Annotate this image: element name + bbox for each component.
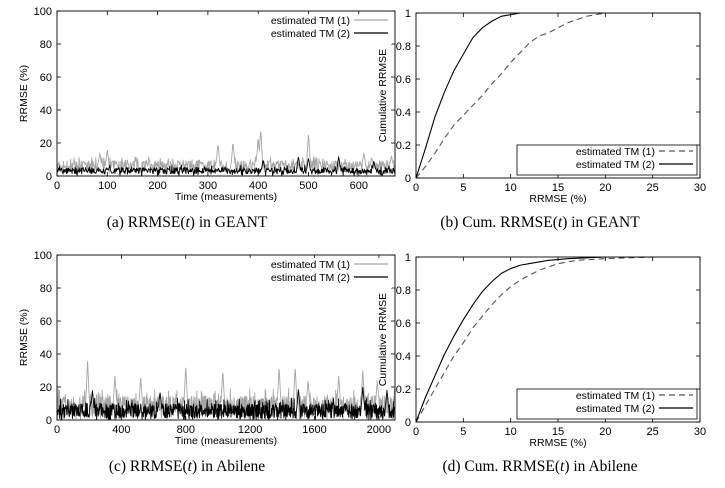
- legend-label-b-2: estimated TM (2): [576, 159, 655, 171]
- caption-a: (a) RRMSE(t) in GEANT: [106, 214, 268, 231]
- caption-c: (c) RRMSE(t) in Abilene: [108, 458, 266, 475]
- y-tick-label-d: 0.4: [396, 351, 411, 363]
- y-tick-label-c: 100: [34, 250, 52, 262]
- x-tick-label-a: 0: [54, 180, 60, 192]
- y-axis-label-d: Cumulative RRMSE: [377, 293, 389, 386]
- y-tick-label-c: 0: [46, 415, 52, 427]
- x-tick-label-d: 30: [694, 426, 706, 438]
- chart-a: 0 100 200 300 400 500 600 0 20 40 60 80 100 Time (mea…: [18, 6, 396, 203]
- y-axis-label-a: RRMSE (%): [18, 65, 30, 122]
- legend-label-b-1: estimated TM (1): [576, 146, 655, 158]
- x-tick-label-a: 300: [199, 180, 217, 192]
- legend-box-a: [212, 14, 392, 44]
- y-tick-label-a: 60: [40, 72, 52, 84]
- y-axis-label-b: Cumulative RRMSE: [377, 49, 389, 142]
- x-tick-label-d: 5: [460, 426, 466, 438]
- x-axis-label-a: Time (measurements): [175, 191, 277, 203]
- axes-frame-a: [56, 10, 396, 177]
- legend-box-c: [212, 258, 392, 288]
- chart-b: 0 5 10 15 20 25 30 0 0.2 0.4 0.6 0.8 1 RRMSE (%) Cumul…: [377, 8, 706, 205]
- x-tick-label-a: 600: [350, 180, 368, 192]
- x-tick-label-d: 15: [552, 426, 564, 438]
- legend-label-c-2: estimated TM (2): [271, 272, 350, 284]
- plot-area-a: [57, 131, 395, 176]
- x-axis-label-b: RRMSE (%): [529, 193, 586, 205]
- y-tick-label-a: 0: [46, 171, 52, 183]
- axes-frame-c: [56, 254, 396, 421]
- y-tick-label-c: 20: [40, 382, 52, 394]
- x-tick-label-b: 25: [647, 182, 659, 194]
- y-tick-label-d: 1: [405, 252, 411, 264]
- y-tick-label-d: 0.8: [396, 285, 411, 297]
- series-line-b-1: [416, 13, 700, 178]
- x-tick-label-a: 500: [299, 180, 317, 192]
- y-tick-label-a: 100: [34, 6, 52, 18]
- series-line-d-1: [416, 257, 700, 422]
- series-line-a-2: [57, 156, 395, 176]
- x-tick-label-c: 1600: [302, 424, 326, 436]
- x-tick-label-a: 200: [148, 180, 166, 192]
- y-tick-label-c: 60: [40, 316, 52, 328]
- y-axis-label-c: RRMSE (%): [18, 309, 30, 366]
- y-tick-label-a: 20: [40, 138, 52, 150]
- legend-label-a-1: estimated TM (1): [271, 15, 350, 27]
- legend-label-a-2: estimated TM (2): [271, 28, 350, 40]
- x-tick-label-b: 30: [694, 182, 706, 194]
- y-tick-label-b: 0.4: [396, 107, 411, 119]
- x-tick-label-c: 0: [54, 424, 60, 436]
- caption-d: (d) Cum. RRMSE(t) in Abilene: [442, 458, 638, 475]
- x-axis-label-d: RRMSE (%): [529, 437, 586, 449]
- series-line-b-2: [416, 13, 700, 178]
- series-line-a-1: [57, 131, 395, 175]
- legend-label-d-2: estimated TM (2): [576, 403, 655, 415]
- plot-area-d: [416, 257, 700, 422]
- x-tick-label-d: 20: [599, 426, 611, 438]
- y-tick-label-a: 40: [40, 105, 52, 117]
- legend-label-d-1: estimated TM (1): [576, 390, 655, 402]
- plot-area-c: [57, 360, 395, 420]
- x-tick-label-d: 0: [413, 426, 419, 438]
- x-tick-label-c: 800: [177, 424, 195, 436]
- x-tick-label-a: 400: [249, 180, 267, 192]
- legend-box-d: [516, 388, 698, 420]
- x-tick-label-c: 2000: [367, 424, 391, 436]
- caption-b: (b) Cum. RRMSE(t) in GEANT: [440, 214, 640, 231]
- x-tick-label-c: 400: [112, 424, 130, 436]
- series-line-c-2: [57, 386, 395, 420]
- y-tick-label-b: 0.2: [396, 140, 411, 152]
- x-tick-label-b: 10: [505, 182, 517, 194]
- y-tick-label-b: 1: [405, 8, 411, 20]
- y-tick-label-b: 0: [405, 173, 411, 185]
- series-line-d-2: [416, 257, 700, 422]
- x-tick-label-d: 10: [505, 426, 517, 438]
- y-tick-label-c: 40: [40, 349, 52, 361]
- x-tick-label-b: 20: [599, 182, 611, 194]
- legend-box-b: [516, 144, 698, 176]
- plot-area-b: [416, 13, 700, 178]
- x-axis-label-c: Time (measurements): [175, 435, 277, 447]
- x-tick-label-b: 5: [460, 182, 466, 194]
- y-tick-label-c: 80: [40, 283, 52, 295]
- y-tick-label-d: 0: [405, 417, 411, 429]
- legend-label-c-1: estimated TM (1): [271, 259, 350, 271]
- chart-d: 0 5 10 15 20 25 30 0 0.2 0.4 0.6 0.8 1 RRMSE (%) Cumul…: [377, 252, 706, 449]
- chart-c: 0 400 800 1200 1600 2000 0 20 40 60 80 100 Time (mea…: [18, 250, 396, 447]
- x-tick-label-d: 25: [647, 426, 659, 438]
- x-tick-label-c: 1200: [238, 424, 262, 436]
- y-tick-label-b: 0.8: [396, 41, 411, 53]
- y-tick-label-d: 0.2: [396, 384, 411, 396]
- x-tick-label-b: 15: [552, 182, 564, 194]
- x-tick-label-b: 0: [413, 182, 419, 194]
- x-tick-label-a: 100: [98, 180, 116, 192]
- y-tick-label-a: 80: [40, 39, 52, 51]
- y-tick-label-d: 0.6: [396, 318, 411, 330]
- y-tick-label-b: 0.6: [396, 74, 411, 86]
